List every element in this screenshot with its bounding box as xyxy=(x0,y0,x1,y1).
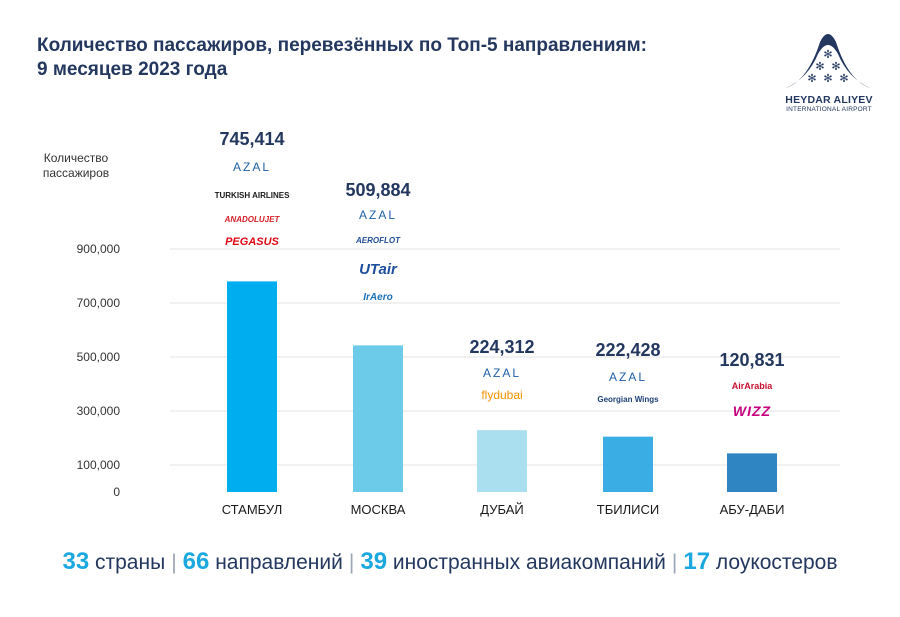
summary-separator: | xyxy=(348,551,355,574)
airline-logo-azal: AZAL xyxy=(358,208,397,222)
airline-logo-flydubai: flydubai xyxy=(481,388,523,402)
bar-3 xyxy=(477,430,527,492)
y-tick-label: 300,000 xyxy=(77,404,121,418)
summary-text: направлений xyxy=(209,551,343,574)
summary-number: 17 xyxy=(683,548,711,575)
summary-number: 39 xyxy=(360,548,388,575)
airline-logo-azal: AZAL xyxy=(482,366,521,380)
bar-1 xyxy=(227,281,277,492)
x-tick-label: ДУБАЙ xyxy=(480,502,523,517)
svg-text:✻: ✻ xyxy=(823,72,832,85)
chart-title: Количество пассажиров, перевезённых по Т… xyxy=(37,34,757,82)
x-tick-label: АБУ-ДАБИ xyxy=(720,502,785,517)
y-tick-label: 100,000 xyxy=(77,458,121,472)
value-label: 224,312 xyxy=(469,337,534,357)
airline-logo-utair: UTair xyxy=(359,260,397,278)
logo-text-line-1: HEYDAR ALIYEV xyxy=(785,94,873,106)
summary-separator: | xyxy=(671,551,678,574)
value-label: 120,831 xyxy=(719,350,784,370)
summary-text: иностранных авиакомпаний xyxy=(387,551,666,574)
airline-logo-aeroflot: AEROFLOT xyxy=(356,235,400,245)
y-tick-label: 0 xyxy=(113,485,120,499)
y-tick-label: 700,000 xyxy=(77,296,121,310)
value-label: 222,428 xyxy=(595,340,660,360)
svg-text:✻: ✻ xyxy=(823,48,832,61)
airport-logo-icon: ✻ ✻ ✻ ✻ ✻ ✻ xyxy=(786,34,870,88)
bar-5 xyxy=(727,453,777,492)
svg-text:✻: ✻ xyxy=(831,60,840,73)
airline-logo-airarabia: AirArabia xyxy=(731,381,773,391)
summary-separator: | xyxy=(171,551,177,574)
airline-logo-iraero: IrAero xyxy=(363,291,393,303)
title-line-2: 9 месяцев 2023 года xyxy=(37,59,228,80)
bar-4 xyxy=(603,436,653,492)
y-tick-label: 900,000 xyxy=(77,242,121,256)
logo-text-line-2: INTERNATIONAL AIRPORT xyxy=(786,106,872,113)
y-axis-title: Количество пассажиров xyxy=(42,151,110,180)
summary-text: лоукостеров xyxy=(710,551,838,574)
x-tick-label: СТАМБУЛ xyxy=(222,502,283,517)
svg-text:✻: ✻ xyxy=(839,72,848,85)
y-tick-label: 500,000 xyxy=(77,350,121,364)
svg-text:✻: ✻ xyxy=(815,60,824,73)
svg-text:✻: ✻ xyxy=(807,72,816,85)
summary-stats: 33 страны | 66 направлений | 39 иностранных … xyxy=(0,548,900,576)
summary-text: страны xyxy=(89,551,166,574)
x-tick-label: МОСКВА xyxy=(351,502,406,517)
airline-logo-azal: AZAL xyxy=(608,370,647,384)
value-label: 745,414 xyxy=(219,129,284,149)
airline-logo-wizz: WIZZ xyxy=(732,403,772,419)
bar-2 xyxy=(353,345,403,492)
summary-number: 66 xyxy=(182,548,210,575)
airline-logo-anadolujet: ANADOLUJET xyxy=(224,214,280,224)
airline-logo-turkish-airlines: TURKISH AIRLINES xyxy=(214,190,290,200)
x-tick-label: ТБИЛИСИ xyxy=(597,502,659,517)
title-line-1: Количество пассажиров, перевезённых по Т… xyxy=(37,35,647,56)
airline-logo-pegasus: PEGASUS xyxy=(225,236,279,248)
airline-logo-georgian-wings: Georgian Wings xyxy=(597,394,659,404)
summary-number: 33 xyxy=(62,548,90,575)
airline-logo-azal: AZAL xyxy=(232,160,271,174)
value-label: 509,884 xyxy=(345,180,410,200)
